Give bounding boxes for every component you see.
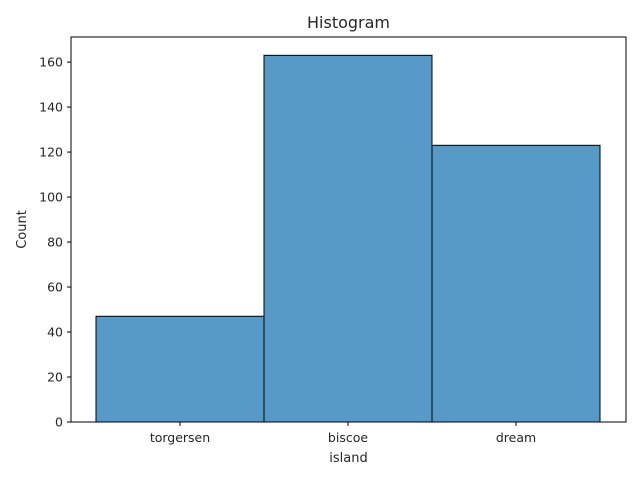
y-tick-label: 40 [47,325,63,340]
plot-frame [70,36,627,423]
y-axis-ticks: 0 20 40 60 80 100 120 140 160 [39,55,71,430]
y-tick-label: 80 [47,235,63,250]
y-tick-label: 140 [39,100,63,115]
bar-dream [431,144,601,423]
x-axis-label: island [329,451,367,466]
y-tick-label: 100 [39,190,63,205]
y-axis-label: Count [15,210,30,249]
y-tick-label: 160 [39,55,63,70]
bars-group [95,54,601,423]
chart-title: Histogram [307,13,390,32]
y-tick-label: 60 [47,280,63,295]
x-tick-label: biscoe [328,430,368,445]
x-axis-ticks: torgersen biscoe dream [150,422,536,445]
y-tick-label: 120 [39,145,63,160]
x-tick-label: torgersen [150,430,210,445]
y-tick-label: 20 [47,370,63,385]
bar-biscoe [263,54,433,423]
bar-torgersen [95,315,265,423]
x-tick-label: dream [496,430,536,445]
y-tick-label: 0 [55,415,63,430]
